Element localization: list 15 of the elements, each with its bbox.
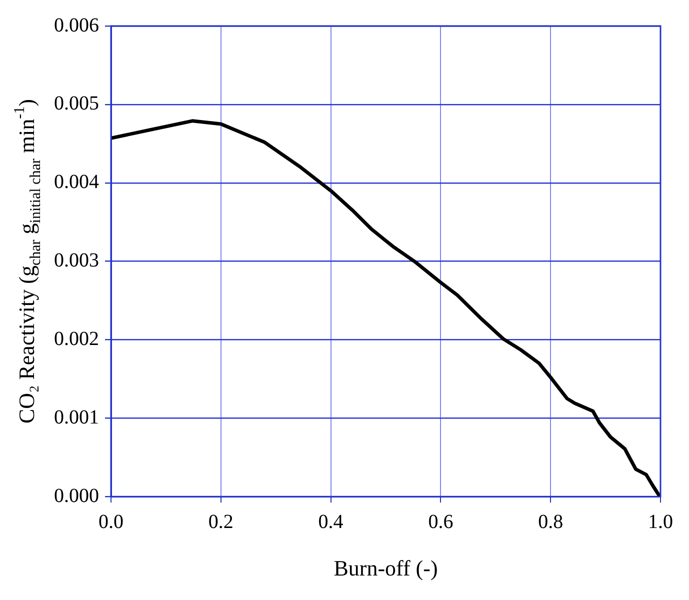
x-tick-label: 0.6 [428,510,454,533]
y-tick-label: 0.002 [54,328,99,350]
x-tick-label: 0.2 [208,510,234,533]
x-tick-label: 0.8 [538,510,564,533]
x-axis-title: Burn-off (-) [334,556,438,581]
y-tick-label: 0.005 [54,92,99,115]
y-tick-label: 0.003 [54,250,99,272]
y-tick-label: 0.004 [54,171,99,194]
x-tick-label: 0.4 [318,510,344,533]
x-tick-label: 1.0 [648,510,673,533]
x-tick-label: 0.0 [98,510,124,533]
y-tick-label: 0.001 [54,406,99,428]
y-tick-label: 0.000 [54,484,99,507]
y-tick-label: 0.006 [54,14,99,36]
y-axis-title: CO₂ Reactivity (gchar ginitial char min-1) [12,99,44,424]
